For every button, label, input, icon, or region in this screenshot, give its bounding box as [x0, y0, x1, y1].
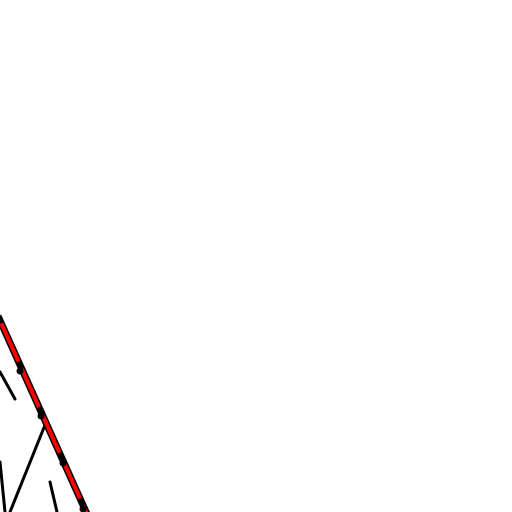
joints: [16, 367, 87, 512]
line: [0, 460, 7, 512]
line: [0, 370, 17, 401]
thin-lines: [0, 370, 59, 512]
joint: [79, 505, 87, 512]
line: [8, 423, 47, 512]
joint: [16, 367, 24, 375]
joint: [59, 459, 67, 467]
joint: [37, 412, 45, 420]
line: [48, 480, 59, 512]
